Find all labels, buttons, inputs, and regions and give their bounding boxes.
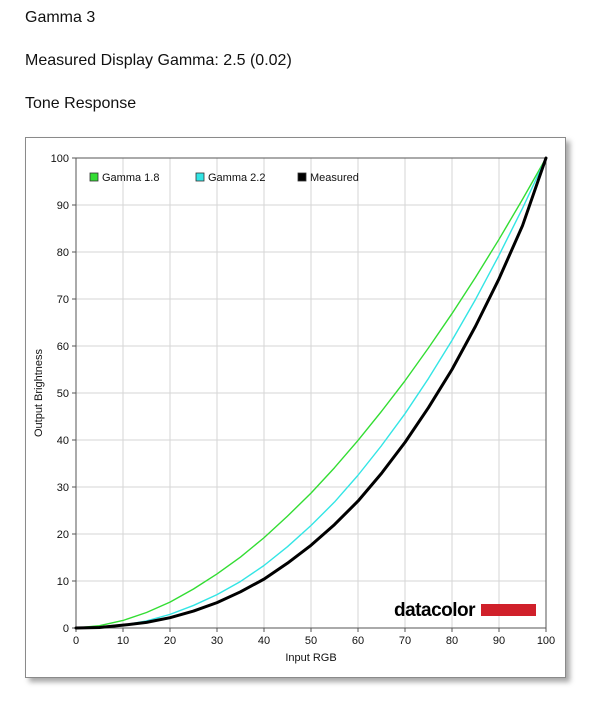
series-layer (74, 156, 548, 630)
series-line-gamma-1-8 (75, 157, 547, 629)
grid-layer (76, 158, 546, 628)
gamma-heading: Gamma 3 (25, 9, 96, 26)
legend-label: Gamma 2.2 (208, 172, 265, 184)
x-tick-label: 60 (352, 635, 364, 647)
measured-gamma-heading: Measured Display Gamma: 2.5 (0.02) (25, 52, 292, 69)
y-tick-label: 0 (63, 623, 69, 635)
series-line-gamma-2-2 (75, 157, 547, 629)
datacolor-logo-bar (481, 604, 536, 616)
y-tick-label: 100 (51, 153, 69, 165)
x-tick-label: 40 (258, 635, 270, 647)
legend-label: Gamma 1.8 (102, 172, 159, 184)
x-tick-label: 100 (537, 635, 555, 647)
y-tick-label: 80 (57, 247, 69, 259)
x-tick-label: 20 (164, 635, 176, 647)
x-tick-label: 0 (73, 635, 79, 647)
datacolor-logo: datacolor (394, 600, 536, 621)
series-line-measured (74, 156, 548, 630)
x-tick-label: 50 (305, 635, 317, 647)
y-tick-label: 40 (57, 435, 69, 447)
x-tick-label: 70 (399, 635, 411, 647)
x-axis-title: Input RGB (285, 652, 336, 664)
y-tick-label: 70 (57, 294, 69, 306)
axis-layer: 0 10 20 30 40 50 60 70 80 90 100 0 10 20 30 40 50 60 70 80 9… (51, 153, 556, 647)
y-tick-label: 60 (57, 341, 69, 353)
legend-label: Measured (310, 172, 359, 184)
legend-swatch (297, 172, 307, 182)
tone-response-heading: Tone Response (25, 95, 137, 112)
x-tick-label: 80 (446, 635, 458, 647)
legend: Gamma 1.8 Gamma 2.2 Measured (89, 172, 359, 184)
datacolor-logo-text: datacolor (394, 600, 476, 621)
legend-swatch (89, 172, 99, 182)
tone-response-chart-frame: 0 10 20 30 40 50 60 70 80 90 100 0 10 20 30 40 50 60 70 80 9… (25, 137, 566, 678)
y-tick-label: 10 (57, 576, 69, 588)
y-tick-label: 30 (57, 482, 69, 494)
x-tick-label: 90 (493, 635, 505, 647)
tone-response-chart: 0 10 20 30 40 50 60 70 80 90 100 0 10 20 30 40 50 60 70 80 9… (33, 153, 556, 664)
y-tick-label: 90 (57, 200, 69, 212)
y-axis-title: Output Brightness (33, 348, 45, 437)
x-tick-label: 30 (211, 635, 223, 647)
x-tick-label: 10 (117, 635, 129, 647)
legend-swatch (195, 172, 205, 182)
y-tick-label: 50 (57, 388, 69, 400)
y-tick-label: 20 (57, 529, 69, 541)
